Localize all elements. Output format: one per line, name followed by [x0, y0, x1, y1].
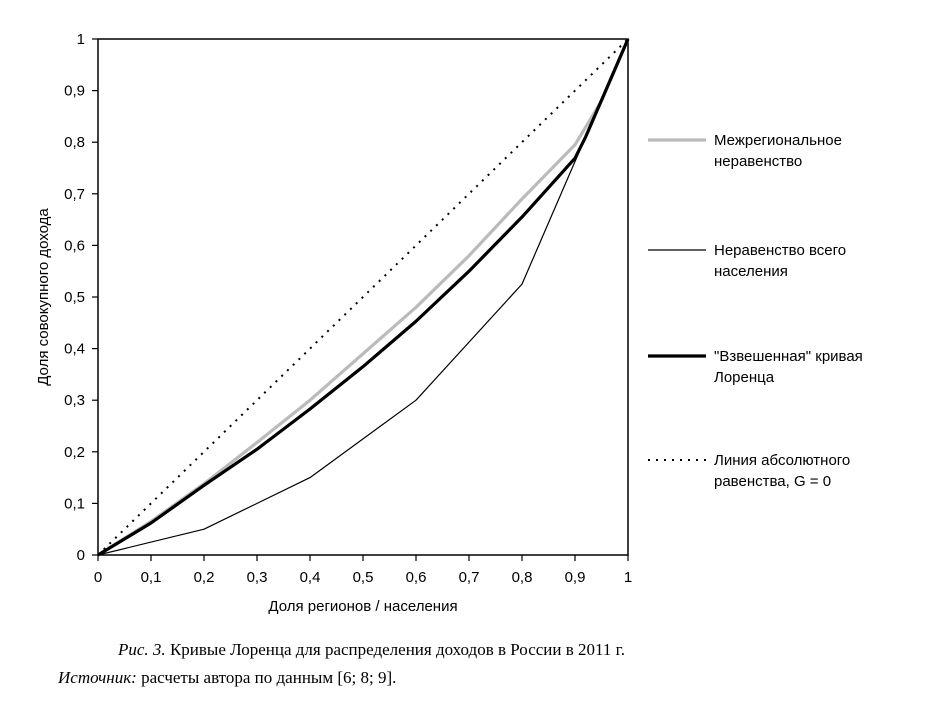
y-tick-label: 1 — [77, 31, 85, 48]
x-tick-label: 0,2 — [194, 569, 215, 586]
x-tick-label: 0,5 — [353, 569, 374, 586]
x-tick-label: 0,9 — [565, 569, 586, 586]
x-tick-label: 0,6 — [406, 569, 427, 586]
legend-label: населения — [714, 263, 788, 280]
legend-label: Межрегиональное — [714, 132, 842, 149]
y-tick-label: 0,4 — [64, 341, 85, 358]
y-tick-label: 0 — [77, 547, 85, 564]
legend-label: Лоренца — [714, 369, 775, 386]
x-tick-label: 0,3 — [247, 569, 268, 586]
legend-label: Неравенство всего — [714, 242, 847, 259]
series-line-3 — [97, 38, 629, 556]
source-label: Источник: — [58, 668, 137, 687]
legend-label: Линия абсолютного — [714, 452, 851, 469]
legend-label: равенства, G = 0 — [714, 473, 832, 490]
y-tick-label: 0,2 — [64, 444, 85, 461]
y-tick-label: 0,5 — [64, 289, 85, 306]
x-tick-label: 0 — [94, 569, 102, 586]
y-tick-label: 0,6 — [64, 237, 85, 254]
legend-item-weighted: "Взвешенная" кривая Лоренца — [714, 346, 863, 388]
legend-label: "Взвешенная" кривая — [714, 348, 863, 365]
y-tick-label: 0,8 — [64, 134, 85, 151]
legend-label: неравенство — [714, 153, 803, 170]
x-tick-label: 1 — [624, 569, 632, 586]
x-tick-label: 0,7 — [459, 569, 480, 586]
legend-item-interregional: Межрегиональное неравенство — [714, 130, 842, 172]
y-tick-label: 0,9 — [64, 83, 85, 100]
x-tick-label: 0,1 — [141, 569, 162, 586]
figure-caption: Рис. 3. Кривые Лоренца для распределения… — [118, 640, 625, 660]
figure-source: Источник: расчеты автора по данным [6; 8… — [58, 668, 396, 688]
caption-text: Кривые Лоренца для распределения доходов… — [165, 640, 625, 659]
y-tick-label: 0,1 — [64, 495, 85, 512]
y-tick-label: 0,7 — [64, 186, 85, 203]
figure-number: Рис. 3. — [118, 640, 166, 659]
x-tick-label: 0,4 — [300, 569, 321, 586]
x-tick-label: 0,8 — [512, 569, 533, 586]
source-text: расчеты автора по данным [6; 8; 9]. — [136, 668, 397, 687]
legend-item-population: Неравенство всего населения — [714, 240, 846, 282]
legend-item-equality: Линия абсолютного равенства, G = 0 — [714, 450, 850, 492]
y-axis-label: Доля совокупного дохода — [35, 208, 52, 386]
series-line-2 — [97, 38, 630, 557]
y-tick-label: 0,3 — [64, 392, 85, 409]
x-axis-label: Доля регионов / населения — [268, 598, 457, 615]
